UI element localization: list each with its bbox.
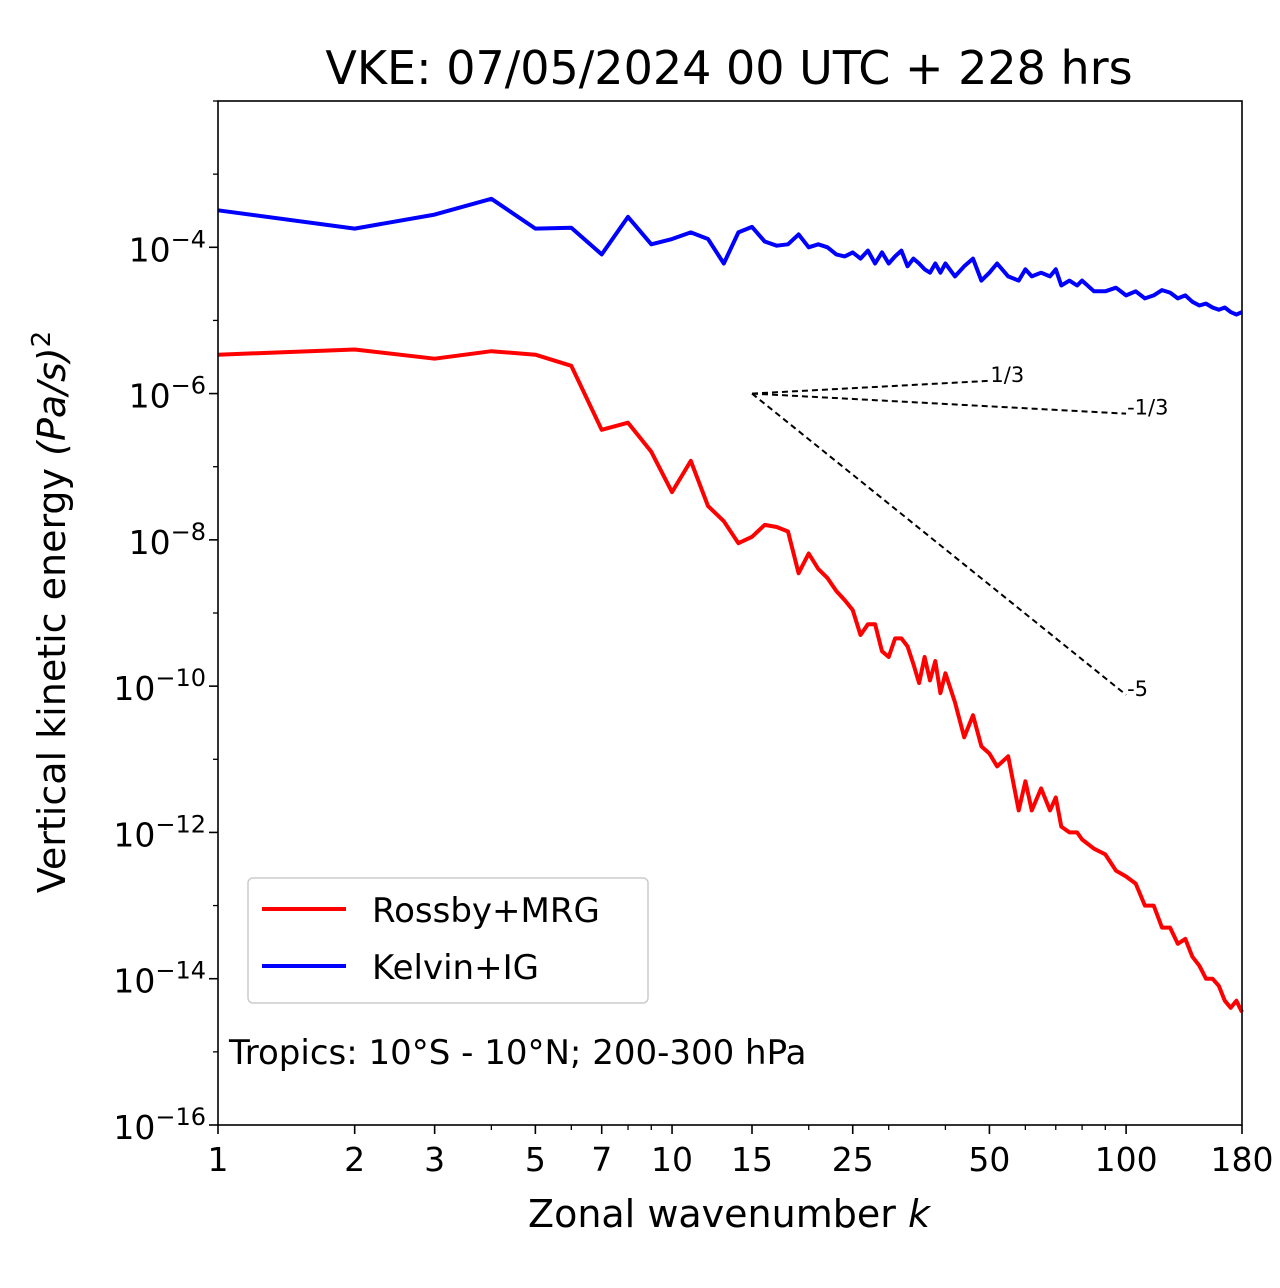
y-axis-label: Vertical kinetic energy (Pa/s)2	[27, 331, 74, 893]
series-lines	[217, 196, 1244, 1013]
slope-label: -5	[1127, 677, 1148, 701]
x-tick-label: 3	[424, 1140, 445, 1179]
x-axis-ticks: 1 2 3 5 7 10 15 25 50 100 180	[208, 1125, 1274, 1179]
slope-line	[751, 392, 1127, 415]
region-annotation: Tropics: 10°S - 10°N; 200-300 hPa	[228, 1033, 806, 1073]
x-tick-label: 2	[344, 1140, 365, 1179]
legend-label-rossby: Rossby+MRG	[372, 891, 600, 931]
y-tick-label: 10−16	[113, 1103, 206, 1147]
legend-label-kelvin: Kelvin+IG	[372, 948, 539, 988]
series-line-kelvin-ig	[217, 196, 1243, 317]
y-axis-ticks: 10−4 10−6 10−8 10−10 10−12 10−14 10−16	[113, 100, 218, 1147]
legend-box	[247, 877, 649, 1004]
y-tick-label: 10−6	[129, 372, 206, 416]
y-tick-label: 10−8	[129, 518, 206, 562]
x-tick-label: 180	[1211, 1140, 1274, 1179]
y-tick-label: 10−4	[129, 225, 206, 269]
x-tick-label: 1	[208, 1140, 229, 1179]
x-tick-label: 10	[651, 1140, 693, 1179]
x-axis-label: Zonal wavenumber k	[528, 1192, 932, 1236]
reference-slopes: 1/3 -1/3 -5	[751, 363, 1168, 701]
x-tick-label: 7	[591, 1140, 612, 1179]
x-tick-label: 50	[968, 1140, 1010, 1179]
x-tick-label: 5	[525, 1140, 546, 1179]
x-tick-label: 15	[731, 1140, 773, 1179]
slope-label: -1/3	[1127, 396, 1168, 420]
x-tick-label: 25	[832, 1140, 874, 1179]
x-tick-label: 100	[1095, 1140, 1158, 1179]
y-tick-label: 10−12	[113, 810, 206, 854]
series-line-rossby-mrg	[217, 347, 1244, 1013]
legend: Rossby+MRG Kelvin+IG	[247, 877, 649, 1004]
slope-label: 1/3	[990, 363, 1024, 387]
slope-line	[751, 392, 1127, 696]
y-tick-label: 10−10	[113, 664, 206, 708]
chart-title: VKE: 07/05/2024 00 UTC + 228 hrs	[325, 41, 1132, 95]
y-tick-label: 10−14	[113, 957, 206, 1001]
